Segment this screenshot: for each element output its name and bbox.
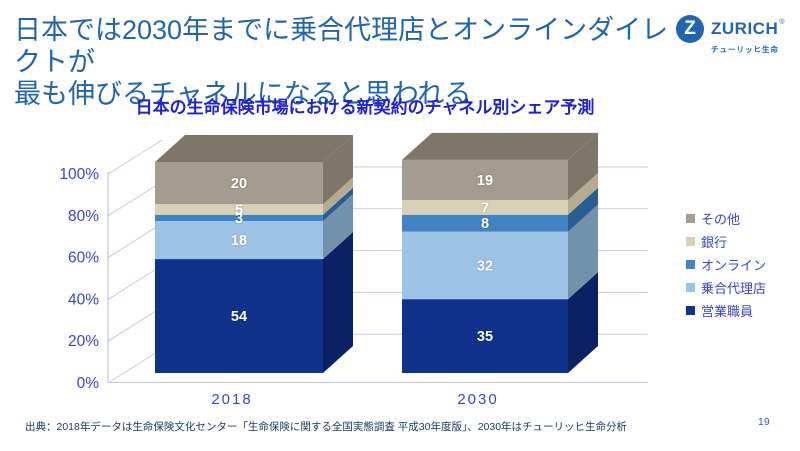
side-wall-depth-line — [107, 306, 163, 342]
y-axis-tick-label: 0% — [77, 375, 100, 392]
zurich-logo: Z ZURICH ® チューリッヒ生命 — [676, 15, 792, 55]
legend-label: 銀行 — [701, 234, 728, 250]
bar-segment-side-営業職員 — [568, 272, 598, 373]
legend-item: その他 — [686, 211, 766, 227]
bar-value-label: 5 — [235, 202, 243, 218]
side-wall-depth-line — [107, 139, 163, 175]
slide-title-line2: 最も伸びるチャネルになると思われる — [14, 79, 472, 109]
side-wall-depth-line — [107, 181, 163, 217]
bar-top-face — [155, 135, 353, 162]
legend-swatch-icon — [686, 213, 695, 223]
bar-segment-front-乗合代理店 — [155, 221, 323, 260]
y-axis-tick-label: 20% — [68, 333, 99, 350]
x-axis-label: 2030 — [457, 391, 498, 408]
bar-segment-side-乗合代理店 — [568, 204, 598, 300]
zurich-logo-row: Z ZURICH ® — [676, 15, 792, 43]
chart-title: 日本の生命保険市場における新契約のチャネル別シェア予測 — [135, 98, 595, 117]
bar-segment-side-その他 — [568, 132, 598, 200]
zurich-logo-wordmark: ZURICH — [711, 19, 779, 38]
y-axis-tick-label: 60% — [68, 250, 99, 267]
bar-segment-side-銀行 — [323, 177, 353, 215]
page-number: 19 — [758, 416, 770, 428]
slide-title: 日本では2030年までに乗合代理店とオンラインダイレクトが 最も伸びるチャネルに… — [14, 14, 674, 110]
bar-segment-side-オンライン — [568, 187, 598, 232]
bar-segment-front-銀行 — [402, 199, 568, 215]
bar-segment-side-オンライン — [323, 187, 353, 222]
bar-value-label: 3 — [235, 211, 243, 227]
bar-value-label: 20 — [231, 176, 247, 192]
legend-item: 銀行 — [686, 234, 766, 250]
slide-title-line1: 日本では2030年までに乗合代理店とオンラインダイレクトが — [14, 15, 669, 77]
legend-item: オンライン — [686, 257, 767, 273]
side-wall-depth-line — [107, 223, 163, 259]
x-axis-label: 2018 — [211, 391, 252, 408]
registered-trademark-symbol: ® — [779, 18, 785, 26]
legend-item: 営業職員 — [686, 303, 766, 319]
side-wall-depth-line — [107, 348, 163, 384]
bar-segment-front-営業職員 — [155, 259, 323, 373]
bar-segment-side-銀行 — [568, 172, 598, 215]
bar-value-label: 54 — [231, 309, 247, 325]
source-note: 出典：2018年データは生命保険文化センター「生命保険に関する全国実態調査 平成… — [25, 421, 628, 433]
y-axis-tick-label: 100% — [59, 166, 99, 183]
bar-segment-side-乗合代理店 — [323, 194, 353, 260]
bar-segment-front-オンライン — [402, 214, 568, 232]
bar-value-label: 35 — [477, 329, 493, 345]
legend-label: オンライン — [701, 257, 767, 273]
bar-value-label: 7 — [481, 200, 489, 216]
bar-segment-front-乗合代理店 — [402, 231, 568, 300]
bar-value-label: 8 — [481, 216, 489, 232]
bar-segment-side-その他 — [323, 135, 353, 205]
bar-segment-front-その他 — [402, 159, 568, 200]
zurich-logo-z: Z — [684, 18, 696, 39]
bar-segment-front-オンライン — [155, 214, 323, 222]
bar-value-label: 19 — [477, 173, 493, 189]
bar-value-label: 18 — [231, 233, 247, 249]
bar-segment-front-銀行 — [155, 204, 323, 215]
bar-value-label: 32 — [477, 258, 493, 274]
bar-segment-front-その他 — [155, 162, 323, 205]
side-wall-depth-line — [107, 264, 163, 300]
bar-top-face — [402, 132, 598, 160]
zurich-logo-mark-icon: Z — [676, 15, 704, 43]
legend-label: その他 — [701, 211, 741, 227]
legend-item: 乗合代理店 — [686, 280, 767, 296]
legend-label: 営業職員 — [701, 303, 754, 319]
legend-label: 乗合代理店 — [701, 280, 767, 296]
zurich-logo-subtext: チューリッヒ生命 — [711, 45, 779, 54]
legend-swatch-icon — [686, 305, 695, 315]
chart-legend: その他銀行オンライン乗合代理店営業職員 — [686, 211, 766, 326]
bar-segment-side-営業職員 — [323, 232, 353, 373]
y-axis-tick-label: 40% — [68, 291, 99, 308]
legend-swatch-icon — [686, 259, 695, 269]
legend-swatch-icon — [686, 236, 695, 246]
bar-segment-front-営業職員 — [402, 299, 568, 373]
legend-swatch-icon — [686, 282, 695, 292]
y-axis-tick-label: 80% — [68, 208, 99, 225]
